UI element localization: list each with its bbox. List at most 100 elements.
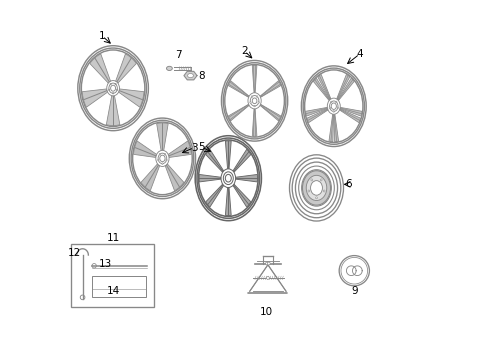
Ellipse shape [225,174,231,182]
Ellipse shape [250,95,258,106]
Polygon shape [333,114,338,142]
Ellipse shape [307,190,309,192]
Text: 2: 2 [241,46,247,56]
Polygon shape [305,107,327,116]
Polygon shape [260,104,280,121]
Ellipse shape [162,163,163,165]
Ellipse shape [247,93,261,109]
Polygon shape [235,175,257,182]
Ellipse shape [258,102,259,103]
Polygon shape [115,54,136,83]
Polygon shape [339,107,361,116]
Polygon shape [232,184,250,207]
Polygon shape [252,65,256,93]
Polygon shape [328,114,333,142]
Polygon shape [225,141,231,169]
Polygon shape [168,141,191,157]
Polygon shape [199,175,221,182]
Ellipse shape [305,175,326,201]
Polygon shape [313,78,329,100]
Ellipse shape [110,85,115,91]
Ellipse shape [328,107,330,109]
Polygon shape [337,78,353,100]
Polygon shape [225,188,231,216]
Text: 6: 6 [345,179,351,189]
Ellipse shape [253,105,255,107]
Ellipse shape [267,262,270,265]
Text: 12: 12 [68,248,81,258]
Text: 4: 4 [356,49,362,59]
Ellipse shape [310,181,322,195]
Polygon shape [82,89,107,107]
Ellipse shape [110,83,111,85]
Ellipse shape [330,101,331,103]
Polygon shape [205,149,223,172]
Polygon shape [260,81,280,97]
Text: 3: 3 [190,143,197,153]
Ellipse shape [329,101,337,112]
Polygon shape [339,109,360,123]
Ellipse shape [256,96,257,97]
Ellipse shape [187,73,193,78]
Ellipse shape [112,93,114,94]
Ellipse shape [159,153,160,155]
Ellipse shape [326,98,340,114]
Ellipse shape [106,81,119,96]
Polygon shape [165,164,183,191]
Ellipse shape [158,153,166,164]
Polygon shape [336,75,349,99]
Polygon shape [317,75,330,99]
Ellipse shape [320,179,322,181]
Text: 9: 9 [350,286,357,296]
Text: 8: 8 [198,71,204,81]
Ellipse shape [265,262,268,265]
Polygon shape [252,109,256,136]
Polygon shape [118,89,143,107]
Text: 1: 1 [99,31,105,41]
Ellipse shape [330,103,336,109]
Ellipse shape [332,111,334,112]
Ellipse shape [160,155,165,162]
Ellipse shape [108,89,109,90]
Text: 5: 5 [198,142,204,152]
Ellipse shape [165,159,167,161]
Polygon shape [228,104,248,121]
Ellipse shape [157,159,159,161]
Polygon shape [183,71,197,80]
Polygon shape [141,164,160,191]
Text: 10: 10 [259,307,272,318]
Text: 7: 7 [175,50,181,60]
Polygon shape [133,141,156,157]
Ellipse shape [223,172,233,185]
Polygon shape [205,184,223,207]
Ellipse shape [249,102,251,103]
Ellipse shape [116,89,118,90]
Text: 11: 11 [106,233,120,243]
Ellipse shape [335,101,336,103]
Text: 14: 14 [106,286,120,296]
Ellipse shape [156,150,169,166]
Polygon shape [106,96,120,126]
Ellipse shape [339,256,368,286]
Polygon shape [228,81,248,97]
Ellipse shape [252,98,256,104]
Ellipse shape [221,169,235,188]
Ellipse shape [302,171,330,205]
Ellipse shape [115,83,116,85]
Ellipse shape [315,197,317,199]
Ellipse shape [251,96,252,97]
Ellipse shape [323,190,325,192]
Text: 13: 13 [99,258,112,269]
Polygon shape [156,123,168,150]
Ellipse shape [164,153,165,155]
Bar [91,276,146,297]
Ellipse shape [266,276,269,279]
Polygon shape [306,109,327,123]
Polygon shape [232,149,250,172]
Ellipse shape [166,66,172,71]
Polygon shape [90,54,110,83]
Bar [71,244,153,307]
Ellipse shape [310,179,312,181]
Ellipse shape [336,107,338,109]
Ellipse shape [109,83,117,93]
